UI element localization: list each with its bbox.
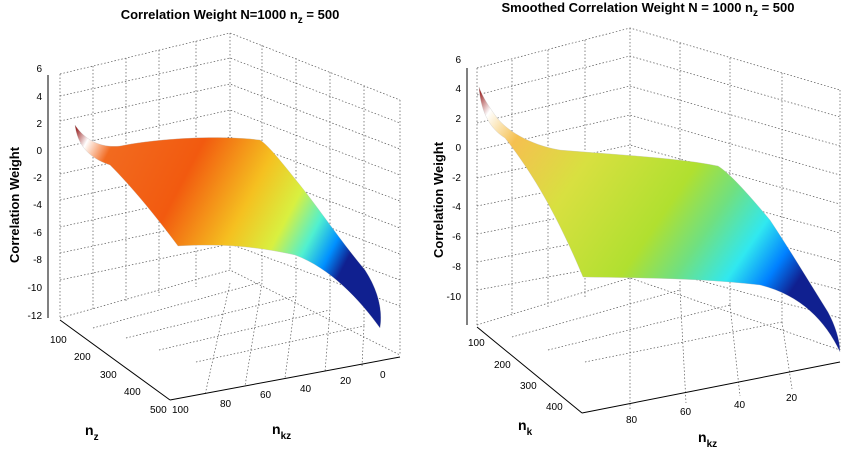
right-nz-tick: 400 — [546, 402, 563, 413]
right-nkz-tick: 60 — [680, 407, 692, 418]
right-nkz-ticks: 80 60 40 20 — [626, 393, 798, 426]
left-z-tick: 2 — [36, 119, 42, 130]
left-nkz-tick: 80 — [220, 399, 232, 410]
right-z-tick: -4 — [452, 202, 461, 213]
right-surface — [478, 86, 841, 353]
right-z-ticks: 6 4 2 0 -2 -4 -6 -8 -10 — [447, 55, 462, 303]
left-nz-tick: 100 — [50, 335, 67, 346]
left-z-tick: -2 — [33, 173, 42, 184]
left-nkz-tick: 0 — [380, 370, 386, 381]
left-zlabel: Correlation Weight — [7, 146, 22, 263]
left-nkz-tick: 20 — [340, 376, 352, 387]
left-nz-axis — [59, 319, 171, 401]
right-nkz-tick: 20 — [786, 393, 798, 404]
left-nkz-tick: 40 — [300, 384, 312, 395]
left-title: Correlation Weight N=1000 nz = 500 — [121, 7, 340, 26]
left-surface — [74, 124, 381, 329]
left-z-tick: -6 — [33, 228, 42, 239]
right-nz-label: nk — [518, 417, 533, 438]
left-z-tick: -12 — [28, 311, 43, 322]
right-nkz-label: nkz — [698, 429, 717, 450]
left-z-tick: 4 — [36, 92, 42, 103]
left-z-ticks: 6 4 2 0 -2 -4 -6 -8 -10 -12 — [28, 64, 43, 322]
right-z-tick: -8 — [452, 262, 461, 273]
left-nz-tick: 500 — [150, 405, 167, 416]
right-nz-tick: 300 — [520, 381, 537, 392]
left-nkz-axis — [169, 356, 401, 401]
right-zlabel: Correlation Weight — [431, 141, 446, 258]
left-nz-label: nz — [85, 422, 99, 443]
right-z-tick: -6 — [452, 232, 461, 243]
right-nkz-axis — [581, 361, 841, 414]
left-nz-tick: 300 — [100, 370, 117, 381]
right-z-tick: 4 — [455, 84, 461, 95]
left-z-tick: 6 — [36, 64, 42, 75]
left-nz-tick: 400 — [124, 387, 141, 398]
left-z-tick: 0 — [36, 146, 42, 157]
right-nkz-tick: 40 — [734, 400, 746, 411]
right-z-tick: -10 — [447, 292, 462, 303]
left-nkz-tick: 100 — [172, 405, 189, 416]
right-plot: Smoothed Correlation Weight N = 1000 nz … — [431, 0, 841, 450]
left-nz-ticks: 100 200 300 400 500 — [50, 335, 167, 416]
right-nz-tick: 200 — [494, 360, 511, 371]
left-nkz-tick: 60 — [260, 390, 272, 401]
right-nz-axis — [476, 326, 583, 414]
right-z-tick: 6 — [455, 55, 461, 66]
right-nkz-tick: 80 — [626, 415, 638, 426]
left-z-tick: -10 — [28, 283, 43, 294]
right-z-tick: -2 — [452, 173, 461, 184]
left-nkz-label: nkz — [272, 421, 291, 442]
right-z-tick: 2 — [455, 114, 461, 125]
left-nkz-ticks: 100 80 60 40 20 0 — [172, 370, 386, 416]
left-nz-tick: 200 — [74, 352, 91, 363]
left-z-tick: -4 — [33, 200, 42, 211]
right-nz-tick: 100 — [468, 338, 485, 349]
left-z-tick: -8 — [33, 255, 42, 266]
right-z-tick: 0 — [455, 143, 461, 154]
right-title: Smoothed Correlation Weight N = 1000 nz … — [501, 0, 794, 19]
left-plot: Correlation Weight N=1000 nz = 500 — [7, 7, 401, 443]
right-nz-ticks: 100 200 300 400 — [468, 338, 563, 413]
